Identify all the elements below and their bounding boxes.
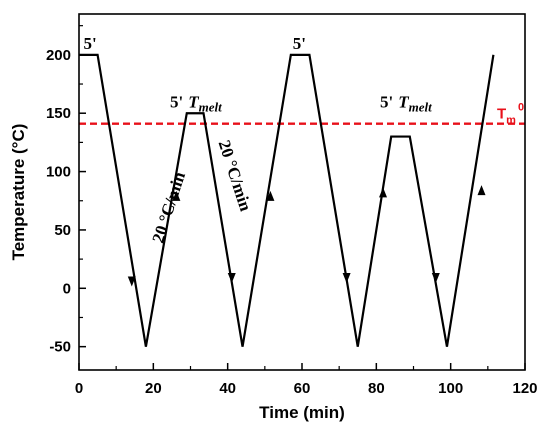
x-tick-label: 60: [294, 380, 311, 397]
hold-time-label: 5': [83, 34, 96, 53]
y-tick-label: -50: [49, 339, 71, 356]
x-tick-label: 40: [219, 380, 236, 397]
y-tick-label: 50: [54, 222, 71, 239]
heating-arrow: [379, 187, 388, 198]
x-tick-label: 80: [368, 380, 385, 397]
cooling-arrow: [127, 276, 136, 287]
hold-time-label: 5': [293, 34, 306, 53]
hold-time-label: 5' Tmelt: [170, 92, 222, 114]
y-axis-title: Temperature (°C): [9, 124, 28, 261]
y-tick-label: 150: [46, 105, 71, 122]
cooling-arrow: [431, 272, 440, 283]
y-tick-label: 100: [46, 164, 71, 181]
heating-arrow: [172, 190, 181, 201]
heating-arrow: [477, 185, 486, 196]
cooling-arrow: [342, 272, 351, 283]
hold-time-label: 5' Tmelt: [380, 92, 432, 114]
rate-label: 20 °C/min: [215, 138, 256, 214]
plot-frame: [78, 13, 526, 371]
x-tick-label: 120: [512, 380, 537, 397]
x-axis-title: Time (min): [259, 403, 345, 422]
y-tick-label: 200: [46, 47, 71, 64]
x-tick-label: 100: [438, 380, 463, 397]
x-tick-label: 20: [145, 380, 162, 397]
temperature-program-line: [79, 53, 495, 347]
cooling-arrow: [227, 272, 236, 283]
y-tick-label: 0: [63, 280, 71, 297]
x-tick-label: 0: [75, 380, 83, 397]
heating-arrow: [266, 190, 275, 201]
rate-label: 20 °C/min: [148, 169, 189, 245]
